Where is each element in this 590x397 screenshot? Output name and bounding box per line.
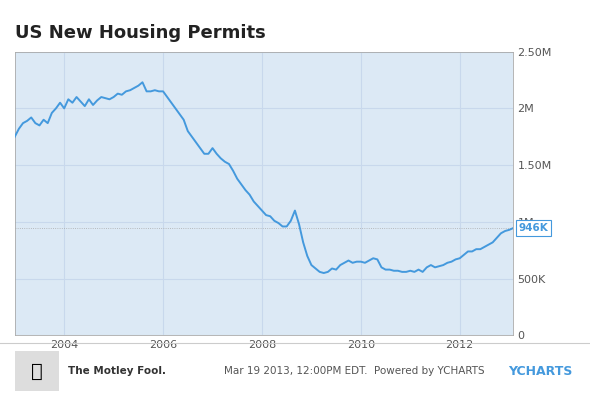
Text: Mar 19 2013, 12:00PM EDT.  Powered by YCHARTS: Mar 19 2013, 12:00PM EDT. Powered by YCH… <box>224 366 484 376</box>
Text: YCHARTS: YCHARTS <box>508 365 572 378</box>
Text: 🤡: 🤡 <box>31 362 42 381</box>
Text: 946K: 946K <box>519 223 549 233</box>
Text: The Motley Fool.: The Motley Fool. <box>68 366 166 376</box>
Text: US New Housing Permits: US New Housing Permits <box>15 24 266 42</box>
